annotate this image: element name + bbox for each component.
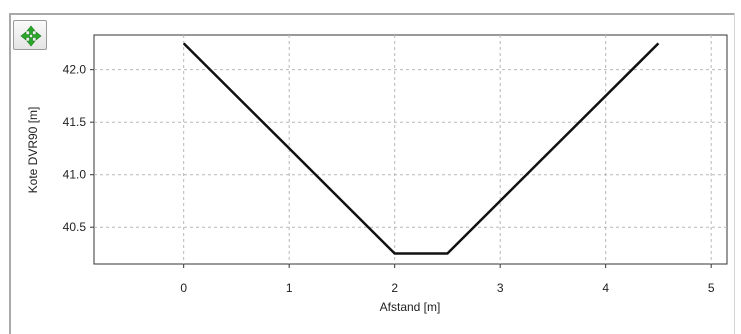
x-gridlines bbox=[183, 35, 712, 264]
x-tick-label: 4 bbox=[602, 281, 609, 295]
x-tick-label: 3 bbox=[497, 281, 504, 295]
panel-border-top bbox=[9, 13, 735, 15]
x-tick-label: 1 bbox=[286, 281, 293, 295]
pan-button[interactable] bbox=[13, 20, 47, 50]
series-group bbox=[182, 42, 660, 255]
x-axis-ticks: 0 1 2 3 4 5 bbox=[180, 264, 715, 295]
y-tick-label: 41.0 bbox=[63, 168, 87, 182]
plot-area bbox=[93, 34, 728, 265]
y-axis-label: Kote DVR90 [m] bbox=[26, 107, 40, 194]
y-tick-label: 42.0 bbox=[63, 63, 87, 77]
panel-border-right bbox=[734, 13, 735, 334]
series-line-0 bbox=[182, 42, 660, 255]
move-arrows-icon bbox=[20, 25, 42, 47]
panel-border-left bbox=[9, 13, 11, 334]
y-tick-label: 40.5 bbox=[63, 220, 87, 234]
x-tick-label: 2 bbox=[391, 281, 398, 295]
panel-top-margin bbox=[0, 0, 741, 14]
y-tick-label: 41.5 bbox=[63, 115, 87, 129]
x-axis-label: Afstand [m] bbox=[380, 300, 441, 314]
x-tick-label: 5 bbox=[708, 281, 715, 295]
y-axis-ticks: 40.5 41.0 41.5 42.0 bbox=[63, 63, 94, 234]
x-tick-label: 0 bbox=[180, 281, 187, 295]
